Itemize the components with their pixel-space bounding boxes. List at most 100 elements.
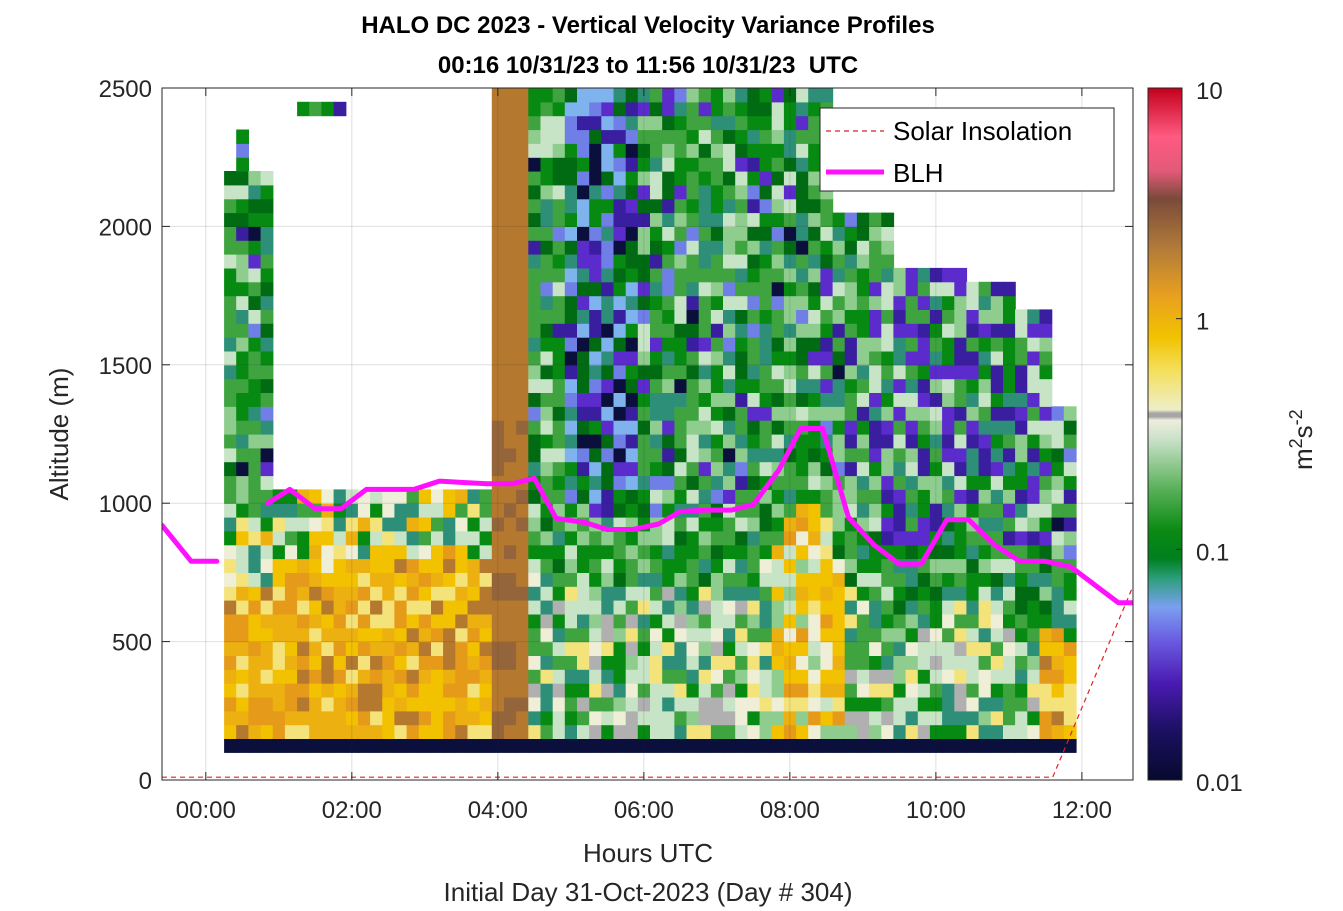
heatmap-cell — [637, 184, 651, 200]
heatmap-cell — [418, 586, 432, 601]
heatmap-cell — [418, 738, 432, 753]
heatmap-cell — [577, 586, 590, 601]
heatmap-cell — [759, 254, 773, 269]
heatmap-cell — [625, 558, 639, 573]
heatmap-cell — [564, 710, 578, 726]
heatmap-cell — [552, 226, 566, 241]
heatmap-cell — [309, 697, 322, 712]
heatmap-cell — [589, 281, 602, 297]
heatmap-cell — [783, 115, 797, 131]
heatmap-cell — [759, 613, 773, 629]
heatmap-cell — [698, 530, 712, 546]
heatmap-cell — [771, 364, 785, 380]
heatmap-cell — [954, 697, 968, 712]
heatmap-cell — [966, 627, 980, 643]
heatmap-cell — [966, 586, 980, 601]
heatmap-cell — [978, 613, 992, 629]
heatmap-cell — [357, 669, 371, 684]
heatmap-cell — [357, 641, 371, 656]
heatmap-cell — [674, 710, 688, 726]
heatmap-cell — [491, 364, 505, 380]
heatmap-cell — [698, 613, 712, 629]
heatmap-cell — [516, 115, 529, 131]
heatmap-cell — [881, 364, 895, 380]
heatmap-cell — [1063, 586, 1077, 601]
heatmap-cell — [710, 323, 724, 338]
heatmap-cell — [808, 655, 821, 670]
heatmap-cell — [540, 475, 554, 490]
heatmap-cell — [735, 226, 748, 241]
heatmap-cell — [966, 406, 980, 421]
heatmap-cell — [467, 572, 481, 587]
heatmap-cell — [905, 613, 919, 629]
heatmap-cell — [747, 544, 761, 560]
heatmap-cell — [978, 600, 992, 615]
heatmap-cell — [309, 627, 322, 643]
heatmap-cell — [479, 572, 493, 587]
heatmap-cell — [516, 323, 529, 338]
heatmap-cell — [869, 351, 882, 366]
heatmap-cell — [710, 212, 724, 227]
heatmap-cell — [747, 392, 761, 407]
heatmap-cell — [357, 544, 371, 560]
heatmap-cell — [248, 544, 262, 560]
heatmap-cell — [990, 572, 1004, 587]
heatmap-cell — [1063, 503, 1077, 518]
heatmap-cell — [796, 434, 809, 449]
heatmap-cell — [771, 226, 785, 241]
heatmap-cell — [1027, 351, 1041, 366]
heatmap-cell — [1015, 503, 1028, 518]
heatmap-cell — [528, 337, 542, 352]
heatmap-cell — [528, 240, 542, 255]
heatmap-cell — [881, 586, 895, 601]
heatmap-cell — [589, 157, 602, 172]
heatmap-cell — [735, 254, 748, 269]
heatmap-cell — [674, 572, 688, 587]
heatmap-cell — [248, 655, 262, 670]
heatmap-cell — [284, 655, 298, 670]
heatmap-cell — [540, 586, 554, 601]
heatmap-cell — [674, 115, 688, 131]
heatmap-cell — [564, 627, 578, 643]
heatmap-cell — [504, 669, 517, 684]
heatmap-cell — [613, 461, 627, 477]
heatmap-cell — [577, 558, 590, 573]
heatmap-cell — [589, 143, 602, 158]
heatmap-cell — [905, 517, 919, 532]
heatmap-cell — [613, 600, 627, 615]
heatmap-cell — [942, 392, 955, 407]
heatmap-cell — [942, 697, 955, 712]
heatmap-cell — [613, 143, 627, 158]
heatmap-cell — [601, 586, 615, 601]
heatmap-cell — [406, 530, 420, 546]
heatmap-cell — [942, 572, 955, 587]
heatmap-cell — [625, 337, 639, 352]
heatmap-cell — [260, 530, 274, 546]
heatmap-cell — [248, 254, 262, 269]
heatmap-cell — [382, 572, 396, 587]
heatmap-cell — [1003, 572, 1016, 587]
heatmap-cell — [552, 655, 566, 670]
heatmap-cell — [662, 184, 675, 200]
heatmap-cell — [321, 724, 335, 739]
heatmap-cell — [808, 267, 821, 283]
heatmap-cell — [589, 683, 602, 698]
heatmap-cell — [345, 558, 359, 573]
heatmap-cell — [528, 517, 542, 532]
heatmap-cell — [601, 447, 615, 463]
heatmap-cell — [1063, 530, 1077, 546]
heatmap-cell — [516, 669, 529, 684]
y-tick-label: 1500 — [99, 353, 152, 380]
heatmap-cell — [723, 683, 736, 698]
heatmap-cell — [236, 710, 249, 726]
heatmap-cell — [260, 351, 274, 366]
heatmap-cell — [1063, 461, 1077, 477]
heatmap-cell — [942, 323, 955, 338]
heatmap-cell — [662, 254, 675, 269]
heatmap-cell — [990, 461, 1004, 477]
heatmap-cell — [710, 378, 724, 393]
heatmap-cell — [1027, 530, 1041, 546]
heatmap-cell — [297, 572, 310, 587]
heatmap-cell — [443, 489, 456, 504]
heatmap-cell — [637, 447, 651, 463]
